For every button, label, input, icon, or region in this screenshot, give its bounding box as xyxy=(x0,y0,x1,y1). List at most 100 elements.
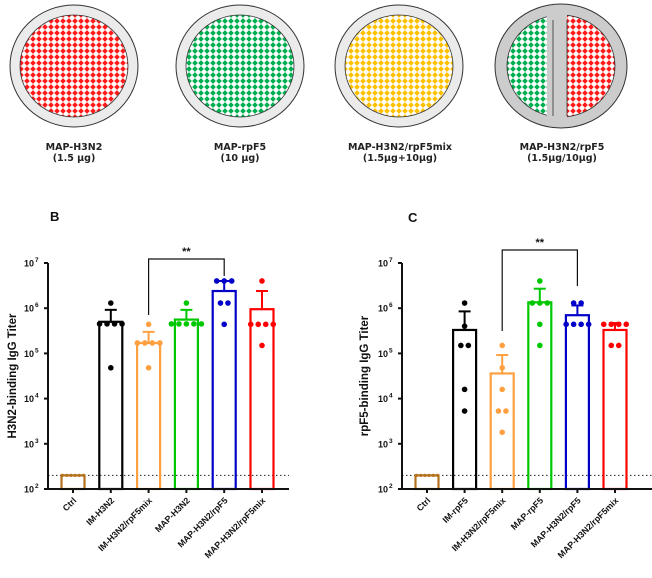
data-point xyxy=(217,300,224,306)
y-tick-label: 10 xyxy=(378,259,388,269)
data-point xyxy=(537,300,543,306)
x-tick-label: MAP-rpF5 xyxy=(509,495,546,532)
bar-MAP-H3N2/rpF5mix xyxy=(602,328,628,491)
data-point xyxy=(183,321,190,327)
x-tick-label: IM-H3N2 xyxy=(84,495,116,527)
bar-IM-H3N2 xyxy=(98,320,124,491)
data-point xyxy=(262,321,269,328)
data-point xyxy=(168,321,175,327)
bar-MAP-H3N2/rpF5 xyxy=(211,289,237,491)
data-point xyxy=(81,473,86,477)
data-point xyxy=(600,321,607,328)
x-tick-label: Ctrl xyxy=(415,495,433,513)
x-tick-label: Ctrl xyxy=(61,495,79,513)
y-tick-exponent: 5 xyxy=(35,347,39,354)
data-point xyxy=(255,321,262,328)
data-point xyxy=(198,321,205,327)
data-point xyxy=(608,342,615,349)
data-point xyxy=(537,278,543,284)
data-point xyxy=(96,321,103,327)
data-point xyxy=(544,300,551,306)
data-point xyxy=(529,300,536,306)
data-point xyxy=(149,340,156,346)
y-tick-exponent: 4 xyxy=(389,393,393,400)
bar-MAP-H3N2/rpF5 xyxy=(564,314,591,491)
significance-label: ** xyxy=(536,237,545,249)
y-tick-label: 10 xyxy=(378,485,388,495)
data-point xyxy=(225,300,231,306)
y-tick-label: 10 xyxy=(24,485,34,495)
x-tick-label: IM-H3N2/rpF5mix xyxy=(450,495,508,553)
significance-bracket xyxy=(148,258,225,315)
data-point xyxy=(134,340,141,346)
data-point xyxy=(65,473,69,477)
data-point xyxy=(213,278,220,284)
data-point xyxy=(247,321,254,328)
data-point xyxy=(111,321,118,327)
data-point xyxy=(461,386,468,393)
data-point xyxy=(414,473,419,477)
bar-MAP-H3N2 xyxy=(173,318,199,491)
bar-MAP-rpF5 xyxy=(527,301,553,491)
x-tick-label: MAP-H3N2 xyxy=(153,495,192,534)
x-tick-label: MAP-H3N2/rpF5mix xyxy=(203,495,268,560)
data-point xyxy=(73,473,77,477)
bar-IM-H3N2/rpF5mix xyxy=(136,341,162,491)
data-point xyxy=(537,342,543,349)
data-point xyxy=(419,473,423,477)
patch-map-h3n2 xyxy=(9,4,139,128)
data-point xyxy=(499,386,506,393)
data-point xyxy=(69,473,73,477)
panel-label-c: C xyxy=(408,210,418,225)
data-point xyxy=(221,278,227,284)
patch-illustrations xyxy=(9,3,628,129)
x-tick-label: IM-rpF5 xyxy=(440,495,470,525)
x-tick-label: IM-H3N2/rpF5mix xyxy=(96,495,154,553)
data-point xyxy=(608,321,615,328)
y-tick-label: 10 xyxy=(24,259,34,269)
data-point xyxy=(431,473,435,477)
patch-map-h3n2-rpf5-split xyxy=(494,3,628,129)
data-point xyxy=(499,365,506,371)
patch-dose: (10 µg) xyxy=(220,153,260,164)
y-axis-label: H3N2-binding IgG Titer xyxy=(7,313,19,439)
data-point xyxy=(145,321,152,328)
data-point xyxy=(499,429,506,436)
y-tick-label: 10 xyxy=(378,349,388,359)
patch-dose: (1.5 µg) xyxy=(52,153,96,164)
data-point xyxy=(108,300,114,306)
patch-name: MAP-rpF5 xyxy=(213,142,267,153)
y-tick-label: 10 xyxy=(378,394,388,404)
data-point xyxy=(176,321,182,327)
bar-Ctrl xyxy=(60,474,86,491)
patch-name: MAP-H3N2/rpF5mix xyxy=(347,142,452,153)
significance-label: ** xyxy=(182,246,191,258)
y-tick-exponent: 3 xyxy=(389,438,393,445)
data-point xyxy=(623,321,630,328)
data-point xyxy=(183,300,190,306)
y-tick-label: 10 xyxy=(24,439,34,449)
data-point xyxy=(142,340,148,346)
y-tick-exponent: 2 xyxy=(389,483,393,490)
significance-bracket xyxy=(501,249,579,331)
bar-IM-H3N2/rpF5mix xyxy=(489,372,515,491)
data-point xyxy=(104,321,110,327)
data-point xyxy=(145,365,152,371)
y-tick-exponent: 7 xyxy=(389,257,393,264)
y-tick-exponent: 6 xyxy=(389,302,393,309)
y-tick-exponent: 2 xyxy=(35,483,39,490)
data-point xyxy=(563,321,569,328)
data-point xyxy=(461,300,468,306)
data-point xyxy=(458,342,464,349)
data-point xyxy=(578,321,584,328)
data-point xyxy=(615,321,622,328)
y-tick-label: 10 xyxy=(24,304,34,314)
data-point xyxy=(495,408,502,414)
patch-dose: (1.5µg+10µg) xyxy=(362,153,438,164)
data-point xyxy=(77,473,81,477)
x-tick-label: MAP-H3N2/rpF5 xyxy=(529,495,583,549)
data-point xyxy=(270,321,277,328)
data-point xyxy=(465,342,472,349)
data-point xyxy=(191,321,197,327)
data-point xyxy=(537,321,543,328)
